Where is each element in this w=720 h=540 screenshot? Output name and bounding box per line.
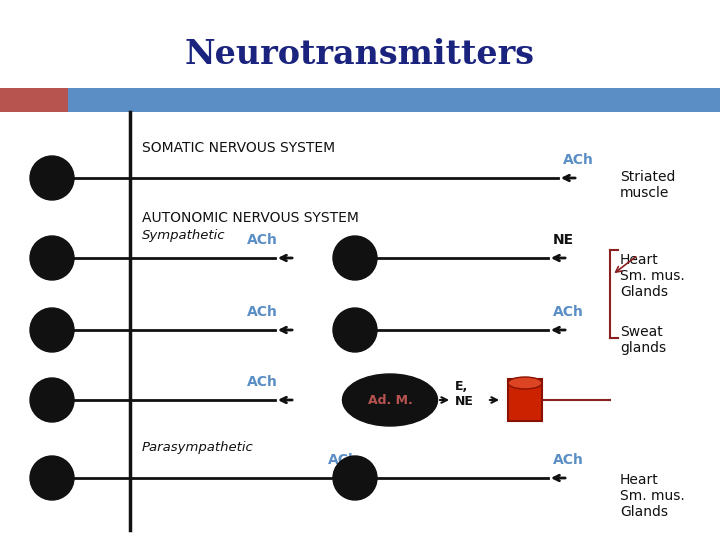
Ellipse shape bbox=[508, 377, 542, 389]
Circle shape bbox=[333, 456, 377, 500]
Text: ACh: ACh bbox=[247, 233, 278, 247]
Text: Sweat
glands: Sweat glands bbox=[620, 325, 666, 355]
Circle shape bbox=[30, 378, 74, 422]
Text: E,
NE: E, NE bbox=[455, 380, 474, 408]
Text: AUTONOMIC NERVOUS SYSTEM: AUTONOMIC NERVOUS SYSTEM bbox=[142, 211, 359, 225]
Bar bbox=[0, 88, 68, 112]
Circle shape bbox=[333, 236, 377, 280]
Circle shape bbox=[30, 236, 74, 280]
Text: ACh: ACh bbox=[553, 453, 584, 467]
Text: Parasympathetic: Parasympathetic bbox=[142, 442, 253, 455]
Text: Striated
muscle: Striated muscle bbox=[620, 170, 675, 200]
Text: ACh: ACh bbox=[553, 305, 584, 319]
Bar bbox=[68, 88, 720, 112]
Text: ACh: ACh bbox=[247, 305, 278, 319]
Circle shape bbox=[30, 308, 74, 352]
Text: Heart
Sm. mus.
Glands: Heart Sm. mus. Glands bbox=[620, 473, 685, 519]
Text: SOMATIC NERVOUS SYSTEM: SOMATIC NERVOUS SYSTEM bbox=[142, 141, 335, 155]
Text: ACh: ACh bbox=[247, 375, 278, 389]
Bar bbox=[508, 379, 542, 421]
Ellipse shape bbox=[343, 374, 438, 426]
Text: NE: NE bbox=[553, 233, 574, 247]
Circle shape bbox=[30, 156, 74, 200]
Circle shape bbox=[30, 456, 74, 500]
Text: ACh: ACh bbox=[563, 153, 594, 167]
Text: Neurotransmitters: Neurotransmitters bbox=[185, 38, 535, 71]
Text: ACh: ACh bbox=[328, 453, 359, 467]
Circle shape bbox=[333, 308, 377, 352]
Text: Ad. M.: Ad. M. bbox=[368, 394, 413, 407]
Text: Sympathetic: Sympathetic bbox=[142, 230, 225, 242]
Text: Heart
Sm. mus.
Glands: Heart Sm. mus. Glands bbox=[620, 253, 685, 299]
